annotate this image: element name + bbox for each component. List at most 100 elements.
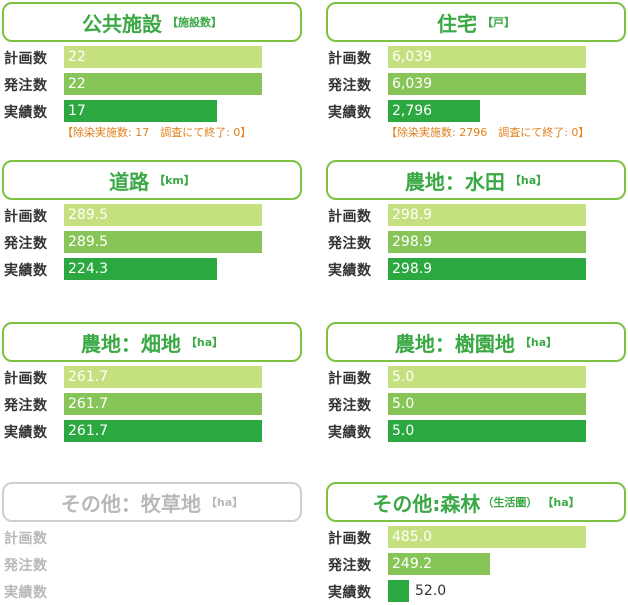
bar-done	[64, 258, 217, 280]
panel-title: 農地：畑地	[80, 331, 181, 356]
row-plan: 計画数 5.0	[326, 366, 626, 388]
row-order: 発注数 6,039	[326, 73, 626, 95]
panel-title: 公共施設	[82, 11, 162, 36]
bar-order	[388, 73, 586, 95]
panel-header: 農地：樹園地 【ha】	[326, 322, 626, 362]
value-plan: 22	[68, 49, 86, 65]
row-label-plan: 計画数	[4, 51, 48, 67]
value-done: 5.0	[392, 423, 415, 439]
bar-plan	[64, 204, 262, 226]
row-order: 発注数 5.0	[326, 393, 626, 415]
row-label-plan: 計画数	[328, 371, 372, 387]
bar-done	[388, 580, 409, 602]
panel-unit: 【施設数】	[167, 16, 222, 29]
row-label-order: 発注数	[328, 558, 372, 574]
panel-unit: 【km】	[154, 174, 195, 187]
row-label-done: 実績数	[4, 105, 48, 121]
panel-note: 【除染実施数: 17 調査にて終了: 0】	[62, 126, 252, 139]
bar-plan	[388, 46, 586, 68]
value-done: 17	[68, 103, 86, 119]
row-order: 発注数 249.2	[326, 553, 626, 575]
value-plan: 485.0	[392, 529, 433, 545]
value-done: 261.7	[68, 423, 109, 439]
row-plan: 計画数 289.5	[2, 204, 302, 226]
value-order: 298.9	[392, 234, 433, 250]
row-label-done: 実績数	[328, 263, 372, 279]
row-plan: 計画数 22	[2, 46, 302, 68]
row-label-order: 発注数	[4, 558, 48, 574]
bar-plan	[388, 366, 586, 388]
panel-header: その他：牧草地 【ha】	[2, 482, 302, 522]
row-order: 発注数 261.7	[2, 393, 302, 415]
row-done: 実績数	[2, 580, 302, 602]
bar-done	[388, 420, 586, 442]
bar-plan	[64, 366, 262, 388]
row-label-plan: 計画数	[328, 209, 372, 225]
value-done: 298.9	[392, 261, 433, 277]
panel-unit: 【戸】	[482, 16, 515, 29]
value-plan: 5.0	[392, 369, 415, 385]
value-order: 249.2	[392, 556, 433, 572]
panel-unit: 【ha】	[509, 174, 548, 187]
row-label-order: 発注数	[4, 78, 48, 94]
bar-done	[388, 100, 480, 122]
panel-note: 【除染実施数: 2796 調査にて終了: 0】	[386, 126, 590, 139]
row-label-order: 発注数	[4, 398, 48, 414]
row-plan: 計画数 6,039	[326, 46, 626, 68]
value-order: 22	[68, 76, 86, 92]
row-label-done: 実績数	[328, 425, 372, 441]
value-order: 5.0	[392, 396, 415, 412]
row-label-done: 実績数	[4, 263, 48, 279]
bar-order	[388, 393, 586, 415]
value-order: 6,039	[392, 76, 433, 92]
bar-order	[64, 393, 262, 415]
bar-order	[388, 553, 490, 575]
row-done: 実績数 224.3	[2, 258, 302, 280]
row-plan: 計画数 298.9	[326, 204, 626, 226]
bar-order	[64, 73, 262, 95]
row-label-done: 実績数	[4, 425, 48, 441]
value-plan: 289.5	[68, 207, 109, 223]
row-order: 発注数 22	[2, 73, 302, 95]
row-order: 発注数 298.9	[326, 231, 626, 253]
panel-unit: 【ha】	[519, 336, 558, 349]
row-plan: 計画数 485.0	[326, 526, 626, 548]
bar-order	[64, 231, 262, 253]
row-label-plan: 計画数	[4, 371, 48, 387]
row-order: 発注数 289.5	[2, 231, 302, 253]
value-done: 52.0	[415, 583, 447, 599]
row-label-plan: 計画数	[4, 531, 48, 547]
row-label-plan: 計画数	[328, 51, 372, 67]
panel-title: その他：牧草地	[60, 491, 201, 516]
panel-header: 住宅 【戸】	[326, 2, 626, 42]
panel-unit: 【ha】	[185, 336, 224, 349]
bar-plan	[64, 46, 262, 68]
row-done: 実績数 5.0	[326, 420, 626, 442]
bar-done	[64, 100, 217, 122]
row-done: 実績数 261.7	[2, 420, 302, 442]
value-order: 261.7	[68, 396, 109, 412]
row-label-plan: 計画数	[4, 209, 48, 225]
row-done: 実績数 2,796	[326, 100, 626, 122]
panel-header: 農地：水田 【ha】	[326, 160, 626, 200]
panel-title: 農地：樹園地	[394, 331, 515, 356]
row-order: 発注数	[2, 553, 302, 575]
row-label-order: 発注数	[4, 236, 48, 252]
value-done: 2,796	[392, 103, 433, 119]
panel-subtitle: （生活圏）	[482, 496, 538, 509]
panel-header: 公共施設 【施設数】	[2, 2, 302, 42]
panel-title: 道路	[109, 169, 150, 194]
row-label-done: 実績数	[328, 585, 372, 601]
value-order: 289.5	[68, 234, 109, 250]
row-label-order: 発注数	[328, 236, 372, 252]
row-plan: 計画数 261.7	[2, 366, 302, 388]
value-plan: 261.7	[68, 369, 109, 385]
row-label-done: 実績数	[4, 585, 48, 601]
value-plan: 6,039	[392, 49, 433, 65]
bar-order	[388, 231, 586, 253]
row-done: 実績数 52.0	[326, 580, 626, 602]
bar-plan	[388, 204, 586, 226]
panel-header: その他:森林 （生活圏） 【ha】	[326, 482, 626, 522]
row-done: 実績数 17	[2, 100, 302, 122]
row-done: 実績数 298.9	[326, 258, 626, 280]
